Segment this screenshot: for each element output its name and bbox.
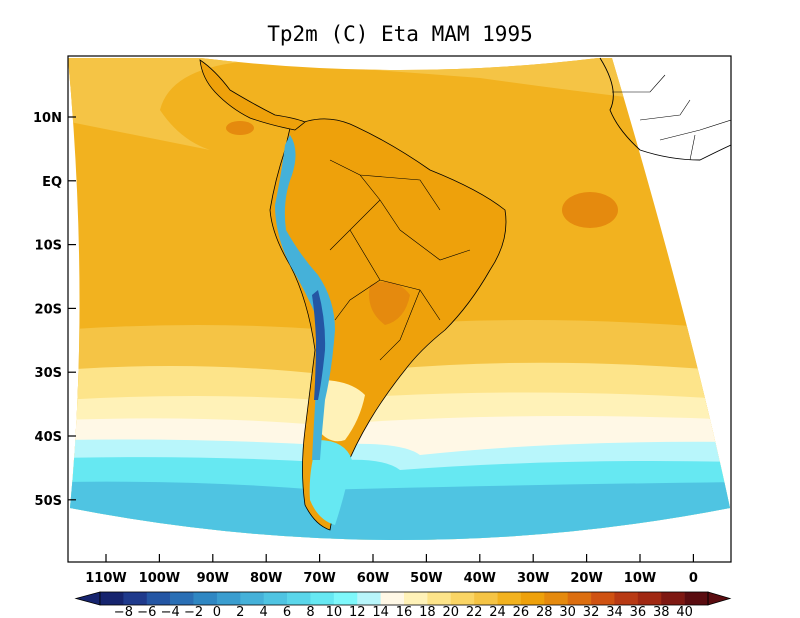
colorbar-label: −4 bbox=[161, 605, 180, 618]
colorbar-label: 2 bbox=[236, 605, 244, 618]
lat-label: 20S bbox=[35, 302, 62, 317]
andes-cold-core bbox=[312, 290, 326, 400]
colorbar-swatch bbox=[357, 592, 381, 605]
colorbar-swatch bbox=[637, 592, 662, 605]
lon-label: 60W bbox=[357, 571, 389, 586]
lon-label: 50W bbox=[410, 571, 442, 586]
lon-label: 100W bbox=[139, 571, 180, 586]
colorbar-swatch bbox=[263, 592, 288, 605]
lon-label: 40W bbox=[464, 571, 496, 586]
colorbar-label: 30 bbox=[559, 605, 576, 618]
colorbar-swatch bbox=[497, 592, 522, 605]
lon-label: 110W bbox=[85, 571, 126, 586]
colorbar-label: 40 bbox=[676, 605, 693, 618]
lon-label: 70W bbox=[303, 571, 335, 586]
colorbar-label: 28 bbox=[536, 605, 553, 618]
colorbar-label: 10 bbox=[326, 605, 343, 618]
lat-label: 50S bbox=[35, 494, 62, 509]
colorbar-label: −6 bbox=[137, 605, 156, 618]
hot-spot-atlantic bbox=[562, 192, 618, 228]
colorbar-label: 22 bbox=[466, 605, 483, 618]
hot-spot-pacific bbox=[226, 121, 254, 135]
lon-label: 10W bbox=[624, 571, 656, 586]
colorbar-label: 6 bbox=[283, 605, 291, 618]
colorbar-swatch bbox=[684, 592, 709, 605]
central-america-land bbox=[199, 59, 306, 131]
colorbar-swatch bbox=[333, 592, 358, 605]
colorbar-swatch bbox=[474, 592, 498, 605]
colorbar-label: 20 bbox=[442, 605, 459, 618]
colorbar-label: 34 bbox=[606, 605, 623, 618]
africa-coastline bbox=[599, 57, 731, 161]
colorbar-swatch bbox=[520, 592, 545, 605]
band-ocean-cyan-mid bbox=[68, 481, 730, 540]
colorbar-label: 12 bbox=[349, 605, 366, 618]
colorbar-swatch bbox=[146, 592, 171, 605]
colorbar-swatch bbox=[240, 592, 264, 605]
colorbar-swatch bbox=[450, 592, 475, 605]
colorbar-label: 18 bbox=[419, 605, 436, 618]
lat-label: 40S bbox=[35, 430, 62, 445]
colorbar-label: 24 bbox=[489, 605, 506, 618]
lat-label: 30S bbox=[35, 366, 62, 381]
lat-label: EQ bbox=[42, 175, 62, 190]
lon-label: 30W bbox=[517, 571, 549, 586]
colorbar-label: 26 bbox=[513, 605, 530, 618]
africa-borders bbox=[612, 74, 731, 161]
colorbar-swatch bbox=[123, 592, 148, 605]
lon-label: 80W bbox=[250, 571, 282, 586]
colorbar-label: 4 bbox=[260, 605, 268, 618]
colorbar-label: 16 bbox=[396, 605, 413, 618]
map-area bbox=[68, 57, 731, 540]
colorbar-swatch bbox=[661, 592, 685, 605]
colorbar-arrow-low bbox=[74, 591, 101, 606]
lon-label: 90W bbox=[197, 571, 229, 586]
map-title: Tp2m (C) Eta MAM 1995 bbox=[267, 22, 533, 46]
colorbar-swatch bbox=[567, 592, 592, 605]
colorbar-label: 0 bbox=[213, 605, 221, 618]
colorbar-label: 36 bbox=[630, 605, 647, 618]
colorbar-swatch bbox=[287, 592, 311, 605]
colorbar-swatch bbox=[310, 592, 335, 605]
southern-cone-pale bbox=[318, 380, 365, 442]
colorbar-label: 14 bbox=[372, 605, 389, 618]
colorbar-label: −8 bbox=[114, 605, 133, 618]
lat-label: 10N bbox=[33, 111, 62, 126]
country-borders bbox=[329, 159, 471, 361]
colorbar: −8 −6 −4 −2 0 2 4 6 8 10 12 14 16 18 20 22 24 26 28 30 32 34 3… bbox=[74, 591, 732, 618]
colorbar-label: −2 bbox=[184, 605, 203, 618]
colorbar-swatch bbox=[544, 592, 568, 605]
colorbar-swatch bbox=[380, 592, 405, 605]
colorbar-swatch bbox=[404, 592, 428, 605]
colorbar-swatch bbox=[427, 592, 452, 605]
colorbar-label: 32 bbox=[583, 605, 600, 618]
colorbar-swatch bbox=[193, 592, 218, 605]
colorbar-swatch bbox=[216, 592, 241, 605]
colorbar-outline bbox=[99, 591, 709, 606]
band-ocean-mid bbox=[68, 58, 730, 150]
colorbar-swatch bbox=[170, 592, 194, 605]
colorbar-swatch bbox=[614, 592, 639, 605]
interior-hot-region bbox=[369, 281, 410, 325]
lat-label: 10S bbox=[35, 239, 62, 254]
colorbar-swatch bbox=[591, 592, 615, 605]
lon-label: 20W bbox=[570, 571, 602, 586]
longitude-axis: 110W 100W 90W 80W 70W 60W 50W 40W 30W 20W 10W 0 bbox=[85, 554, 698, 586]
patagonia-cool bbox=[309, 440, 352, 525]
latitude-axis: 10N EQ 10S 20S 30S 40S 50S bbox=[33, 111, 76, 509]
colorbar-label: 8 bbox=[306, 605, 314, 618]
lon-label: 0 bbox=[689, 571, 698, 586]
colorbar-swatch bbox=[100, 592, 124, 605]
colorbar-arrow-high bbox=[707, 591, 732, 606]
colorbar-label: 38 bbox=[653, 605, 670, 618]
